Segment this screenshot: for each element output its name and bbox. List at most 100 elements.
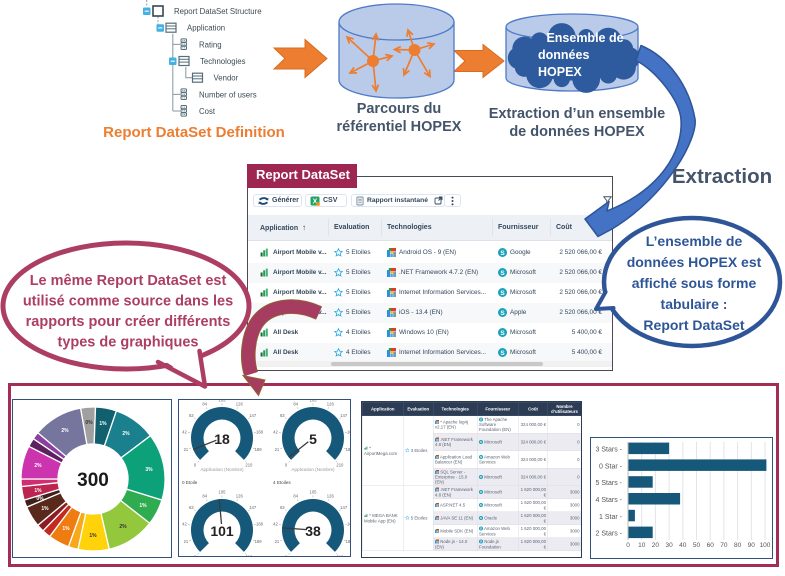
svg-text:70: 70 [720, 542, 728, 549]
svg-text:42: 42 [273, 430, 278, 435]
svg-text:84: 84 [202, 402, 207, 407]
svg-text:S: S [480, 540, 482, 544]
svg-text:105: 105 [310, 400, 318, 403]
svg-text:63: 63 [189, 505, 194, 510]
svg-text:168: 168 [347, 522, 350, 527]
svg-text:S: S [480, 417, 482, 421]
svg-text:de données HOPEX: de données HOPEX [509, 124, 645, 140]
svg-text:données: données [538, 48, 589, 62]
svg-text:84: 84 [293, 494, 298, 499]
svg-text:42: 42 [182, 430, 187, 435]
svg-text:63: 63 [280, 413, 285, 418]
svg-text:126: 126 [327, 402, 335, 407]
svg-text:147: 147 [249, 413, 257, 418]
svg-text:126: 126 [236, 494, 244, 499]
svg-text:0: 0 [626, 542, 630, 549]
svg-text:Report DataSet Structure: Report DataSet Structure [174, 7, 262, 16]
svg-text:2%: 2% [119, 524, 127, 530]
svg-text:210: 210 [336, 554, 344, 556]
svg-text:105: 105 [219, 490, 227, 495]
svg-text:Cost: Cost [199, 107, 216, 116]
svg-text:2 Stars -: 2 Stars - [596, 531, 623, 538]
svg-text:5 Stars -: 5 Stars - [596, 480, 623, 487]
svg-text:21: 21 [275, 447, 280, 452]
svg-text:0: 0 [285, 462, 288, 467]
svg-text:30: 30 [665, 542, 673, 549]
svg-text:100: 100 [760, 542, 771, 549]
svg-text:80: 80 [734, 542, 742, 549]
svg-text:63: 63 [189, 413, 194, 418]
svg-text:189: 189 [346, 539, 350, 544]
svg-text:Extraction: Extraction [672, 165, 772, 188]
svg-text:S: S [480, 527, 482, 531]
svg-text:189: 189 [346, 447, 350, 452]
svg-text:0: 0 [285, 554, 288, 556]
svg-text:Application (Nombre): Application (Nombre) [291, 467, 335, 472]
svg-text:X: X [313, 198, 318, 205]
svg-text:1%: 1% [62, 526, 70, 532]
svg-text:Report DataSet Definition: Report DataSet Definition [103, 124, 285, 141]
svg-text:210: 210 [336, 462, 344, 467]
svg-text:168: 168 [256, 430, 264, 435]
svg-text:1%: 1% [34, 488, 42, 494]
svg-text:147: 147 [249, 505, 257, 510]
svg-text:Application: Application [187, 24, 225, 33]
svg-text:S: S [500, 290, 505, 297]
svg-text:0: 0 [194, 554, 197, 556]
svg-text:21: 21 [184, 447, 189, 452]
svg-text:Parcours du: Parcours du [357, 101, 442, 117]
svg-text:3%: 3% [145, 467, 153, 473]
svg-text:21: 21 [275, 539, 280, 544]
svg-text:42: 42 [273, 522, 278, 527]
svg-text:S: S [480, 503, 482, 507]
svg-text:210: 210 [245, 462, 253, 467]
svg-text:189: 189 [255, 447, 263, 452]
svg-text:1%: 1% [41, 506, 49, 512]
svg-text:0 Star -: 0 Star - [599, 463, 623, 470]
svg-text:Extraction d’un ensemble: Extraction d’un ensemble [489, 106, 665, 122]
svg-text:84: 84 [202, 494, 207, 499]
svg-text:4 Stars -: 4 Stars - [596, 497, 623, 504]
svg-text:105: 105 [310, 490, 318, 495]
svg-text:0%: 0% [85, 420, 93, 426]
svg-text:2%: 2% [34, 463, 42, 469]
svg-text:101: 101 [210, 523, 234, 539]
svg-text:affiché sous forme: affiché sous forme [632, 275, 757, 291]
svg-text:0: 0 [194, 462, 197, 467]
svg-text:38: 38 [305, 523, 321, 539]
svg-text:S: S [500, 350, 505, 357]
svg-text:S: S [480, 475, 482, 479]
svg-text:21: 21 [184, 539, 189, 544]
svg-text:60: 60 [707, 542, 715, 549]
svg-text:300: 300 [77, 470, 109, 491]
svg-text:données HOPEX est: données HOPEX est [627, 254, 762, 270]
svg-text:Number of users: Number of users [199, 90, 257, 99]
svg-text:S: S [480, 516, 482, 520]
svg-text:L’ensemble de: L’ensemble de [646, 233, 743, 249]
svg-text:168: 168 [256, 522, 264, 527]
svg-text:utilisé comme source dans les: utilisé comme source dans les [23, 294, 233, 310]
svg-text:HOPEX: HOPEX [538, 65, 582, 79]
svg-text:105: 105 [219, 400, 227, 403]
svg-text:0%: 0% [36, 496, 44, 502]
svg-text:20: 20 [652, 542, 660, 549]
svg-text:3 Stars -: 3 Stars - [596, 447, 623, 454]
svg-text:Vendor: Vendor [214, 74, 239, 83]
svg-text:Ensemble de: Ensemble de [546, 31, 623, 45]
svg-text:Report DataSet: Report DataSet [643, 317, 744, 333]
svg-text:Le même Report DataSet est: Le même Report DataSet est [30, 273, 227, 289]
svg-text:168: 168 [347, 430, 350, 435]
svg-text:126: 126 [327, 494, 335, 499]
svg-text:126: 126 [236, 402, 244, 407]
svg-text:Rating: Rating [199, 40, 222, 49]
svg-text:Technologies: Technologies [200, 57, 246, 66]
svg-text:90: 90 [748, 542, 756, 549]
svg-text:tabulaire :: tabulaire : [661, 296, 728, 312]
svg-text:S: S [500, 330, 505, 337]
svg-text:210: 210 [245, 554, 253, 556]
svg-text:rapports pour créer différents: rapports pour créer différents [26, 314, 231, 330]
svg-text:1 Star -: 1 Star - [599, 514, 623, 521]
svg-text:1%: 1% [99, 421, 107, 427]
svg-text:40: 40 [679, 542, 687, 549]
svg-text:S: S [500, 310, 505, 317]
